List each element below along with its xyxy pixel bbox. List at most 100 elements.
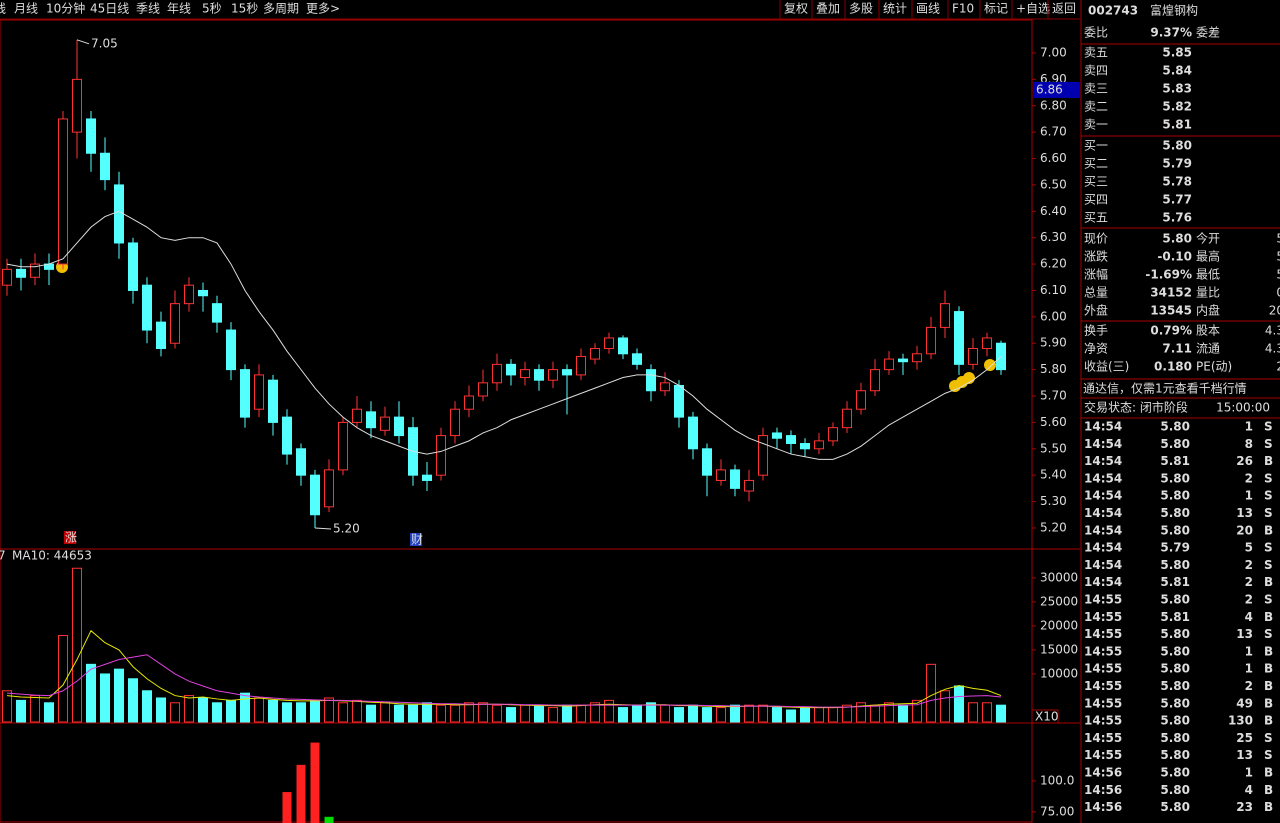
toolbar-button[interactable]: +自选 (1016, 2, 1050, 16)
volume-bar (380, 702, 390, 723)
tick-price: 5.80 (1160, 766, 1190, 780)
book-price: 5.80 (1162, 139, 1192, 153)
stat-value: 0 (1276, 286, 1280, 300)
tick-volume: 23 (1236, 800, 1253, 814)
stat-value: 5 (1276, 232, 1280, 246)
period-tab[interactable]: 线 (0, 2, 6, 16)
candle-body (912, 353, 922, 363)
tick-price: 5.80 (1160, 714, 1190, 728)
cursor-price-box (1033, 81, 1080, 98)
period-tab[interactable]: 15秒 (231, 2, 258, 16)
tick-side: S (1264, 558, 1273, 572)
volume-bar (800, 707, 810, 723)
candle-body (282, 416, 292, 455)
y-tick-label: 6.40 (1040, 204, 1067, 218)
status-time: 15:00:00 (1216, 401, 1270, 415)
stat-label: 股本 (1196, 324, 1220, 338)
tick-price: 5.80 (1160, 662, 1190, 676)
volume-bar (170, 702, 180, 723)
tick-side: S (1264, 420, 1273, 434)
tick-price: 5.81 (1160, 575, 1190, 589)
y-tick-label: 6.10 (1040, 283, 1067, 297)
stat-label: 净资 (1084, 342, 1108, 356)
toolbar-button[interactable]: 画线 (916, 2, 940, 16)
stock-name: 富煌钢构 (1150, 3, 1198, 18)
volume-bar (576, 704, 586, 723)
volume-bar (604, 699, 614, 723)
book-price: 5.84 (1162, 64, 1192, 78)
stat-value: -1.69% (1145, 268, 1192, 282)
toolbar-button[interactable]: F10 (952, 2, 974, 16)
tick-time: 14:55 (1084, 593, 1122, 607)
period-tab[interactable]: 5秒 (202, 2, 222, 16)
tick-volume: 2 (1245, 679, 1253, 693)
stat-label: 总量 (1084, 286, 1108, 300)
candle-body (688, 416, 698, 450)
tick-time: 14:55 (1084, 714, 1122, 728)
candle-body (856, 390, 866, 410)
period-tab[interactable]: 10分钟 (46, 1, 85, 16)
candle-body (114, 184, 124, 244)
tick-side: B (1264, 714, 1273, 728)
stat-value: 4.3 (1265, 324, 1280, 338)
toolbar-button[interactable]: 统计 (883, 2, 907, 16)
book-price: 5.77 (1162, 193, 1192, 207)
candle-body (884, 358, 894, 371)
tick-price: 5.80 (1160, 748, 1190, 762)
tick-volume: 26 (1236, 454, 1253, 468)
tick-side: B (1264, 800, 1273, 814)
tick-time: 14:55 (1084, 610, 1122, 624)
volume-bar (548, 707, 558, 723)
toolbar-button[interactable]: 多股 (849, 2, 873, 16)
tick-time: 14:55 (1084, 627, 1122, 641)
tick-time: 14:55 (1084, 644, 1122, 658)
period-tab[interactable]: 季线 (136, 2, 160, 16)
tick-side: B (1264, 679, 1273, 693)
tick-volume: 5 (1245, 541, 1253, 555)
cursor-price: 6.86 (1036, 82, 1063, 96)
tick-price: 5.80 (1160, 627, 1190, 641)
event-marker-bg (410, 533, 422, 546)
toolbar-button[interactable]: 复权 (784, 2, 808, 16)
candle-body (996, 342, 1006, 371)
candle-body (534, 369, 544, 381)
book-label: 买二 (1084, 157, 1108, 171)
volume-bar (16, 699, 26, 723)
tick-time: 14:56 (1084, 783, 1122, 797)
banner[interactable]: 通达信，仅需1元查看千档行情 (1083, 382, 1247, 396)
period-tab[interactable]: 多周期 (263, 2, 299, 16)
tick-time: 14:54 (1084, 471, 1122, 485)
tick-time: 14:54 (1084, 420, 1122, 434)
tick-time: 14:54 (1084, 523, 1122, 537)
candle-body (940, 303, 950, 328)
y-tick-label: 5.80 (1040, 362, 1067, 376)
toolbar-button[interactable]: 标记 (984, 2, 1008, 16)
stat-value: 4.3 (1265, 342, 1280, 356)
book-price: 5.82 (1162, 100, 1192, 114)
stat-label: 涨幅 (1084, 267, 1108, 282)
candle-body (548, 369, 558, 381)
toolbar-button[interactable]: 叠加 (816, 2, 840, 16)
period-tab[interactable]: 年线 (167, 2, 191, 16)
tick-price: 5.81 (1160, 610, 1190, 624)
y-tick-label: 30000 (1040, 570, 1078, 584)
indicator-bar (282, 792, 292, 823)
stat-label: 外盘 (1084, 303, 1108, 318)
tick-volume: 2 (1245, 558, 1253, 572)
candle-body (982, 337, 992, 350)
period-tab[interactable]: 45日线 (90, 2, 129, 16)
tick-side: S (1264, 437, 1273, 451)
tick-side: S (1264, 541, 1273, 555)
period-tab[interactable]: 月线 (14, 2, 38, 16)
candle-body (72, 78, 82, 133)
label-pointer (314, 527, 332, 530)
volume-legend: MA10: 44653 (12, 549, 92, 563)
y-tick-label: 6.60 (1040, 151, 1067, 165)
book-label: 买四 (1084, 193, 1108, 207)
candle-body (338, 421, 348, 471)
y-tick-label: 5.50 (1040, 441, 1067, 455)
toolbar-button[interactable]: 返回 (1052, 2, 1076, 16)
indicator-bar (324, 816, 334, 823)
period-tab[interactable]: 更多> (306, 2, 340, 16)
candle-body (310, 474, 320, 516)
